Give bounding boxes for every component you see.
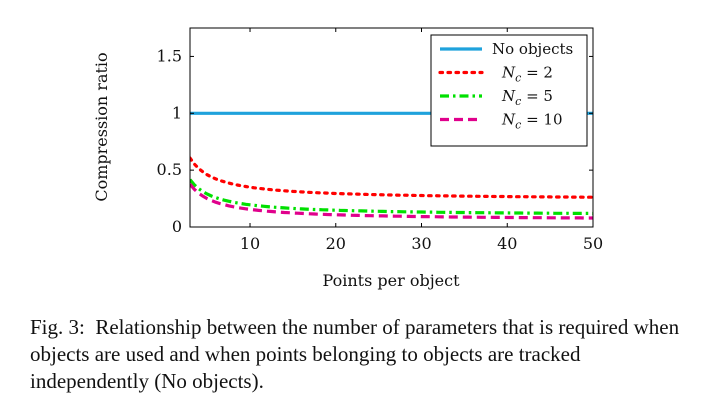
plot-frame: [189, 27, 594, 228]
x-tick-label: 50: [583, 234, 603, 253]
x-tick-label: 20: [326, 234, 346, 253]
x-tick-label: 30: [411, 234, 431, 253]
compression-ratio-chart: 10 20 30 40 50 0 0.5 1 1.5 Points per object Com…: [92, 27, 603, 290]
legend-label: Nc = 5: [501, 87, 553, 108]
y-axis-label: Compression ratio: [92, 52, 111, 201]
series-line-nc-10: [190, 183, 593, 220]
x-tick-label: 10: [240, 234, 260, 253]
series-line-nc-5: [190, 178, 593, 216]
x-axis-label: Points per object: [322, 271, 460, 290]
legend-label: Nc = 10: [501, 111, 563, 132]
x-tick-label: 40: [497, 234, 517, 253]
legend-box: [430, 34, 588, 147]
caption-text: Relationship between the number of param…: [30, 315, 680, 393]
y-tick-label: 0: [172, 217, 182, 236]
figure-caption: Fig. 3: Relationship between the number …: [30, 314, 680, 395]
y-tick-label: 1: [172, 103, 182, 122]
legend: No objects Nc = 2Nc = 5 Nc = 10: [430, 34, 588, 147]
y-tick-label: 1.5: [157, 46, 182, 65]
legend-label: Nc = 2: [501, 64, 553, 85]
series-line-nc-2: [190, 156, 593, 199]
caption-label: Fig. 3:: [30, 315, 85, 339]
y-tick-label: 0.5: [157, 160, 182, 179]
legend-label: No objects: [492, 40, 573, 58]
